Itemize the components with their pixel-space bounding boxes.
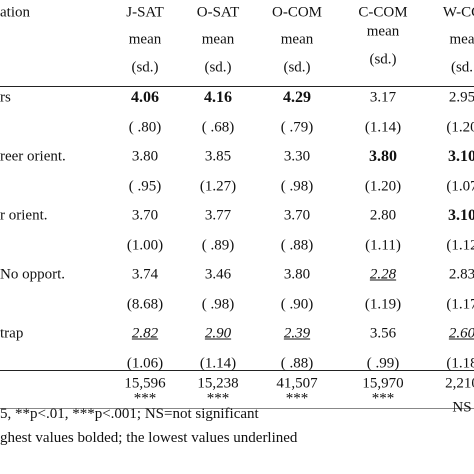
total-cell: 15,596 bbox=[124, 375, 166, 392]
table-cell: ( .68) bbox=[201, 119, 235, 135]
table-cell: ( .89) bbox=[201, 237, 235, 253]
table-cell: 4.29 bbox=[283, 89, 311, 106]
table-cell: (1.19) bbox=[364, 296, 402, 312]
table-cell: 2.83 bbox=[448, 266, 474, 283]
table-cell: (1.11) bbox=[365, 237, 401, 253]
table-cell: (1.20 bbox=[446, 119, 474, 135]
significance-cell: *** bbox=[206, 390, 230, 407]
header-cell: (sd.) bbox=[369, 51, 397, 68]
table-cell: 3.17 bbox=[369, 89, 397, 106]
table-cell: 3.80 bbox=[131, 148, 159, 165]
footnote: ghest values bolded; the lowest values u… bbox=[0, 430, 298, 446]
table-cell: (1.18 bbox=[446, 355, 474, 371]
header-rule bbox=[0, 86, 474, 87]
table-cell: 3.80 bbox=[369, 148, 397, 165]
table-cell: 3.56 bbox=[369, 325, 397, 342]
table-cell: 3.74 bbox=[131, 266, 159, 283]
table-cell: 2.28 bbox=[369, 266, 397, 283]
table-cell: 3.30 bbox=[283, 148, 311, 165]
header-cell: (sd. bbox=[450, 59, 474, 76]
header-cell: (sd.) bbox=[204, 59, 232, 76]
header-cell: ation bbox=[0, 4, 30, 21]
table-cell: 3.80 bbox=[283, 266, 311, 283]
header-cell: mean bbox=[366, 23, 400, 40]
table-cell: ( .90) bbox=[280, 296, 314, 312]
header-cell: W-CC bbox=[442, 4, 474, 21]
header-cell: mean bbox=[201, 31, 235, 48]
table-cell: ( .95) bbox=[128, 178, 162, 194]
header-cell: C-COM bbox=[358, 4, 408, 21]
table-cell: ( .88) bbox=[280, 355, 314, 371]
table-cell: 3.77 bbox=[204, 207, 232, 224]
table-cell: ( .98) bbox=[280, 178, 314, 194]
header-cell: mean bbox=[128, 31, 162, 48]
header-cell: mea bbox=[449, 31, 474, 48]
significance-cell: *** bbox=[371, 390, 395, 407]
significance-cell: NS bbox=[452, 399, 472, 416]
table-cell: ( .79) bbox=[280, 119, 314, 135]
table-cell: (1.06) bbox=[126, 355, 164, 371]
table-cell: 2.39 bbox=[283, 325, 311, 342]
significance-cell: *** bbox=[285, 390, 309, 407]
table-cell: 2.82 bbox=[131, 325, 159, 342]
table-cell: (8.68) bbox=[126, 296, 164, 312]
table-cell: 3.70 bbox=[131, 207, 159, 224]
row-label: r orient. bbox=[0, 207, 48, 224]
table-cell: (1.20) bbox=[364, 178, 402, 194]
total-cell: 2,210 bbox=[445, 375, 474, 392]
row-label: rs bbox=[0, 89, 11, 106]
header-cell: mean bbox=[280, 31, 314, 48]
table-cell: (1.07 bbox=[446, 178, 474, 194]
table-cell: (1.27) bbox=[199, 178, 237, 194]
table-cell: (1.17 bbox=[446, 296, 474, 312]
header-cell: J-SAT bbox=[126, 4, 164, 21]
footnote: 5, **p<.01, ***p<.001; NS=not significan… bbox=[0, 406, 259, 422]
header-cell: O-SAT bbox=[196, 4, 240, 21]
table-cell: 4.16 bbox=[204, 89, 232, 106]
table-cell: ( .80) bbox=[128, 119, 162, 135]
row-label: No opport. bbox=[0, 266, 65, 283]
row-label: reer orient. bbox=[0, 148, 66, 165]
table-cell: (1.12 bbox=[446, 237, 474, 253]
table-cell: 2.90 bbox=[204, 325, 232, 342]
total-cell: 15,238 bbox=[197, 375, 239, 392]
table-cell: ( .99) bbox=[366, 355, 400, 371]
bottom-rule bbox=[0, 408, 474, 409]
table-cell: (1.14) bbox=[199, 355, 237, 371]
table-cell: 3.70 bbox=[283, 207, 311, 224]
table-cell: (1.14) bbox=[364, 119, 402, 135]
table-cell: 2.80 bbox=[369, 207, 397, 224]
significance-cell: *** bbox=[133, 390, 157, 407]
table-cell: 3.10 bbox=[448, 207, 474, 224]
total-cell: 41,507 bbox=[276, 375, 318, 392]
table-cell: 3.10 bbox=[448, 148, 474, 165]
table-cell: 3.46 bbox=[204, 266, 232, 283]
header-cell: O-COM bbox=[271, 4, 323, 21]
table-cell: (1.00) bbox=[126, 237, 164, 253]
header-cell: (sd.) bbox=[131, 59, 159, 76]
total-cell: 15,970 bbox=[362, 375, 404, 392]
row-label: trap bbox=[0, 325, 24, 342]
header-cell: (sd.) bbox=[283, 59, 311, 76]
table-cell: ( .98) bbox=[201, 296, 235, 312]
table-cell: 2.95 bbox=[448, 89, 474, 106]
table-cell: 3.85 bbox=[204, 148, 232, 165]
table-cell: 4.06 bbox=[131, 89, 159, 106]
table-cell: 2.60 bbox=[448, 325, 474, 342]
totals-rule bbox=[0, 370, 474, 371]
table-cell: ( .88) bbox=[280, 237, 314, 253]
